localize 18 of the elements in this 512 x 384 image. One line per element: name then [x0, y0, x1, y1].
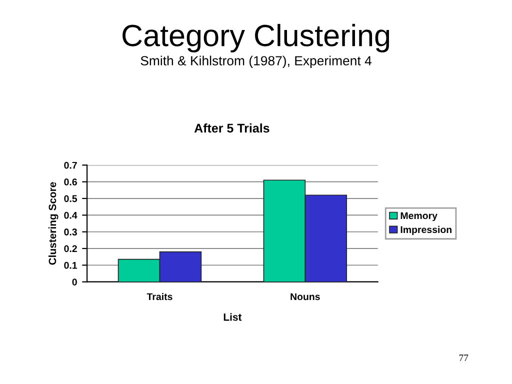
y-tick-label: 0.5 — [64, 195, 78, 202]
text: 77 — [459, 354, 468, 361]
legend-label: Impression — [400, 226, 452, 235]
text: After 5 Trials — [194, 123, 270, 133]
y-axis-title: Clustering Score — [48, 182, 58, 265]
y-tick-label: 0.4 — [64, 212, 78, 219]
chart-title: Category Clustering — [122, 24, 390, 52]
x-tick-label: Traits — [146, 292, 172, 300]
y-tick-label: 0.2 — [64, 245, 77, 252]
x-tick-label: Nouns — [290, 293, 320, 300]
y-tick-label: 0.1 — [64, 262, 78, 269]
y-tick-label: 0.3 — [64, 228, 77, 236]
y-tick-label: 0.6 — [64, 178, 77, 186]
legend-label: Memory — [400, 212, 438, 222]
x-axis-title: List — [224, 313, 242, 321]
chart-subtitle: Smith & Kihlstrom (1987), Experiment 4 — [140, 56, 372, 68]
y-tick-label: 0.7 — [64, 162, 77, 169]
y-tick-label: 0 — [72, 278, 77, 286]
